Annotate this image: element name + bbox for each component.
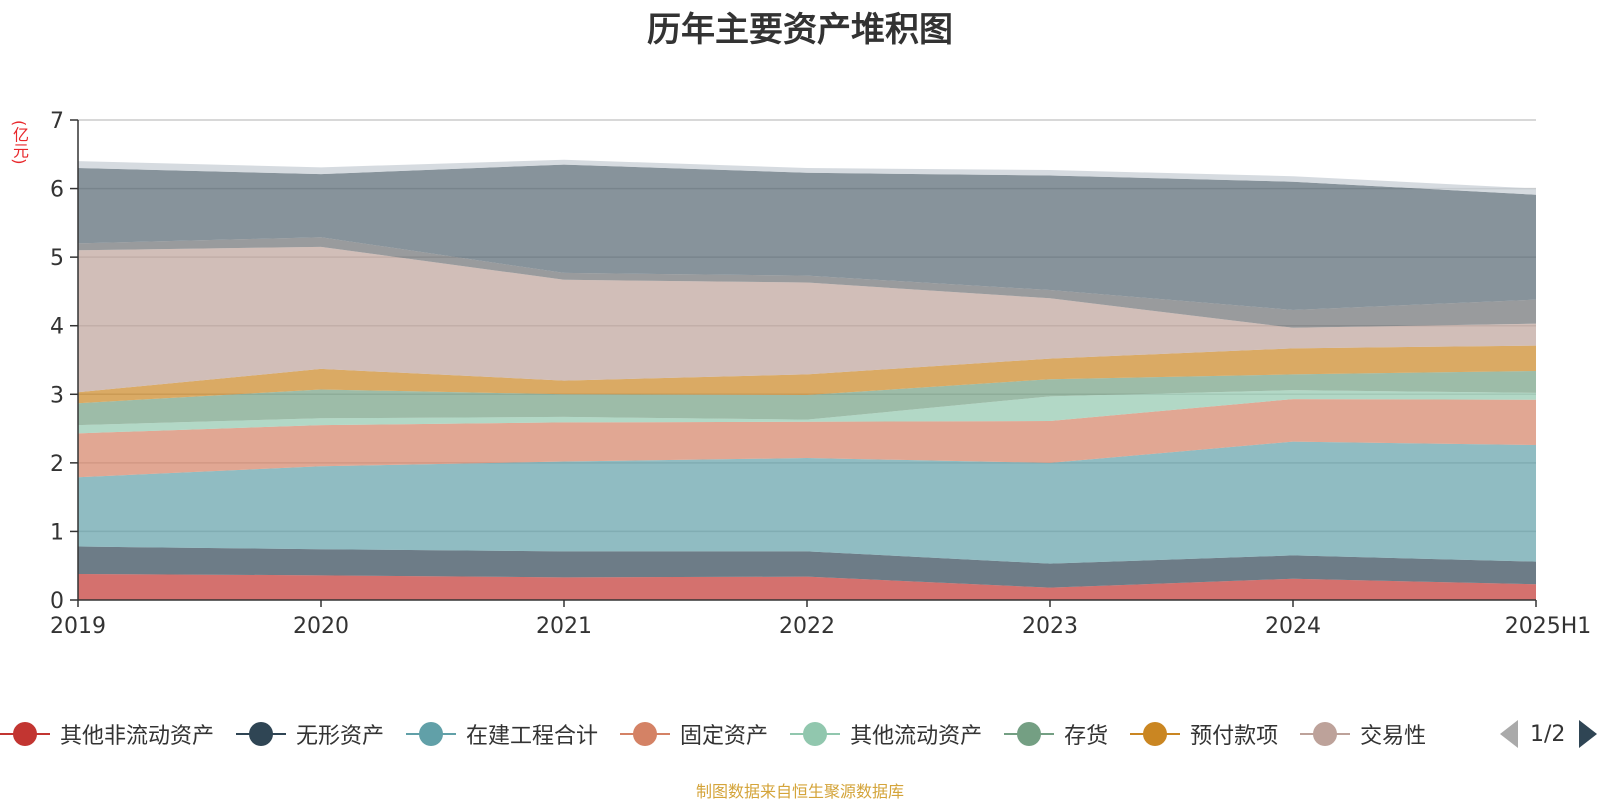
- area-series-3: [78, 441, 1536, 564]
- area-series-5: [78, 390, 1536, 434]
- chart-title: 历年主要资产堆积图: [647, 10, 953, 50]
- legend-label: 无形资产: [296, 724, 385, 749]
- legend-item[interactable]: 存货: [1004, 712, 1108, 756]
- legend-page-indicator: 1/2: [1530, 721, 1566, 747]
- y-axis-unit-label: (亿元): [10, 120, 29, 165]
- y-tick-label: 2: [50, 452, 64, 477]
- legend-next-arrow-icon[interactable]: [1579, 720, 1598, 748]
- legend-item[interactable]: 固定资产: [620, 712, 768, 756]
- y-tick-label: 0: [50, 589, 64, 614]
- data-source-note: 制图数据来自恒生聚源数据库: [695, 782, 904, 801]
- y-tick-label: 7: [50, 109, 64, 134]
- x-tick-label: 2024: [1265, 614, 1321, 639]
- legend-marker-icon: [236, 722, 287, 746]
- x-tick-label: 2021: [536, 614, 592, 639]
- legend-item[interactable]: 无形资产: [236, 712, 384, 756]
- y-tick-label: 3: [50, 383, 64, 408]
- area-series-11: [78, 159, 1536, 195]
- legend-label: 其他流动资产: [850, 724, 983, 749]
- legend-item[interactable]: 其他流动资产: [790, 712, 982, 756]
- legend-marker-icon: [620, 722, 671, 746]
- legend-marker-icon: [406, 722, 457, 746]
- legend-marker-icon: [1300, 722, 1351, 746]
- legend-item[interactable]: 其他非流动资产: [0, 712, 214, 756]
- legend-item[interactable]: 预付款项: [1130, 712, 1278, 756]
- area-series-8: [78, 246, 1536, 393]
- area-series-7: [78, 345, 1536, 404]
- legend-prev-arrow-icon[interactable]: [1500, 720, 1518, 748]
- legend-item[interactable]: 交易性: [1300, 712, 1426, 756]
- area-series-1: [78, 573, 1536, 600]
- area-series-10: [78, 164, 1536, 310]
- legend-marker-icon: [1130, 722, 1181, 746]
- y-tick-label: 1: [50, 520, 64, 545]
- x-tick-label: 2022: [779, 614, 835, 639]
- x-tick-label: 2023: [1022, 614, 1078, 639]
- area-series-2: [78, 546, 1536, 588]
- area-series-9: [78, 237, 1536, 328]
- legend-label: 固定资产: [680, 724, 769, 749]
- area-series-4: [78, 399, 1536, 478]
- y-tick-label: 5: [50, 246, 64, 271]
- legend-item[interactable]: 在建工程合计: [406, 712, 598, 756]
- y-tick-label: 6: [50, 178, 64, 203]
- legend-pager: 1/2: [1500, 716, 1598, 752]
- legend-marker-icon: [0, 722, 50, 746]
- legend-marker-icon: [790, 722, 841, 746]
- x-tick-label: 2025H1: [1505, 614, 1592, 639]
- legend-label: 其他非流动资产: [60, 724, 215, 749]
- legend-label: 存货: [1064, 724, 1109, 749]
- legend-label: 预付款项: [1190, 724, 1279, 749]
- legend-label: 在建工程合计: [466, 724, 599, 749]
- legend: 其他非流动资产 无形资产 在建工程合计 固定资产 其他流动资产 存货 预付款项 交易性: [0, 712, 1480, 756]
- legend-label: 交易性: [1360, 724, 1427, 749]
- legend-marker-icon: [1004, 722, 1055, 746]
- x-tick-label: 2019: [50, 614, 106, 639]
- x-tick-label: 2020: [293, 614, 349, 639]
- area-series-6: [78, 370, 1536, 426]
- y-tick-label: 4: [50, 315, 64, 340]
